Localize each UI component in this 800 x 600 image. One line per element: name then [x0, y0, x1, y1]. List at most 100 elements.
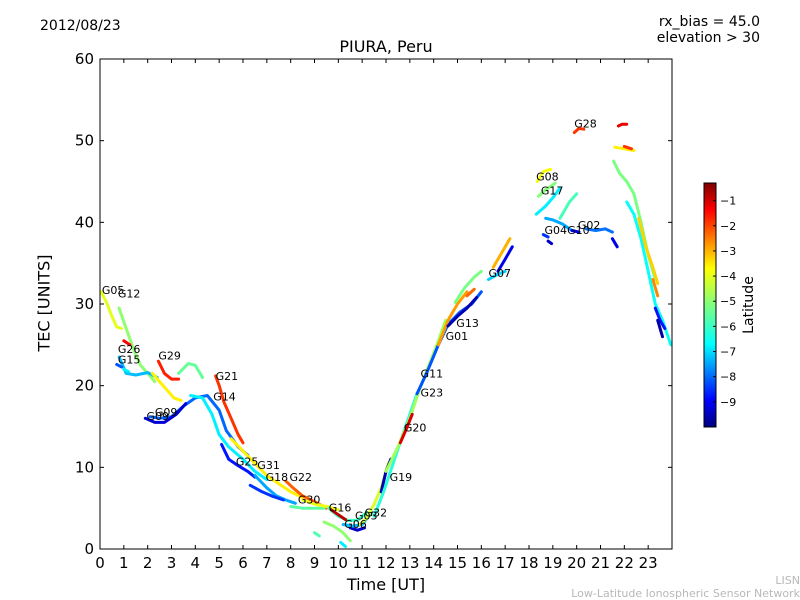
- tec-trace-4: [115, 362, 123, 369]
- satellite-label: G01: [446, 330, 469, 343]
- satellite-label: G08: [536, 171, 559, 184]
- y-tick-label: 20: [75, 377, 94, 395]
- tec-trace-12: [189, 394, 269, 482]
- tec-trace-5: [122, 367, 131, 374]
- satellite-label: G26: [118, 343, 141, 356]
- tec-trace-8: [177, 362, 204, 379]
- x-tick-label: 18: [519, 554, 538, 572]
- rx-bias-text: rx_bias = 45.0: [658, 14, 760, 30]
- tec-trace-59: [656, 318, 664, 339]
- x-tick-label: 22: [615, 554, 634, 572]
- tec-trace-43: [558, 192, 579, 220]
- tec-trace-45: [541, 233, 550, 239]
- y-tick-label: 60: [75, 50, 94, 68]
- tec-trace-25: [329, 508, 347, 522]
- x-tick-label: 4: [191, 554, 201, 572]
- colorbar-tick-label: −9: [720, 396, 736, 409]
- satellite-label: G28: [574, 118, 597, 131]
- satellite-label: G25: [236, 456, 259, 469]
- tec-trace-40: [535, 167, 552, 183]
- tec-trace-37: [487, 269, 507, 281]
- tec-trace-39: [496, 245, 514, 273]
- tec-trace-42: [534, 186, 562, 216]
- chart-title: PIURA, Peru: [339, 37, 433, 56]
- x-tick-label: 10: [329, 554, 348, 572]
- x-tick-label: 1: [119, 554, 129, 572]
- tec-trace-7: [150, 371, 183, 402]
- tec-trace-13: [220, 443, 257, 479]
- tec-trace-47: [570, 229, 581, 234]
- chart-meta: rx_bias = 45.0 elevation > 30: [657, 14, 760, 46]
- satellite-label: G30: [298, 493, 321, 506]
- satellite-label: G14: [213, 390, 236, 403]
- satellite-label: G16: [329, 501, 352, 514]
- y-tick-label: 0: [84, 540, 94, 558]
- satellite-label: G12: [118, 287, 141, 300]
- x-tick-label: 16: [472, 554, 491, 572]
- footer-credit: LISN Low-Latitude Ionospheric Sensor Net…: [571, 574, 800, 600]
- satellite-label: G18: [266, 471, 289, 484]
- tec-trace-22: [339, 541, 347, 548]
- tec-trace-49: [610, 237, 619, 249]
- satellite-label: G03: [355, 510, 378, 523]
- colorbar-tick-label: −8: [720, 371, 736, 384]
- satellite-label: G04: [544, 224, 567, 237]
- tec-trace-15: [253, 474, 297, 505]
- tec-trace-19: [301, 498, 340, 512]
- x-tick-label: 8: [286, 554, 296, 572]
- y-tick-label: 40: [75, 213, 94, 231]
- x-tick-label: 15: [448, 554, 467, 572]
- x-tick-label: 17: [496, 554, 515, 572]
- tec-trace-44: [544, 216, 574, 232]
- tec-trace-31: [398, 412, 414, 445]
- tec-trace-20: [322, 520, 352, 543]
- x-tick-label: 11: [353, 554, 372, 572]
- tec-trace-21: [313, 531, 321, 538]
- tec-trace-57: [651, 278, 660, 298]
- tec-trace-11: [143, 402, 188, 424]
- satellite-label: G06: [344, 518, 367, 531]
- colorbar-tick-label: −6: [720, 320, 736, 333]
- x-tick-label: 7: [262, 554, 272, 572]
- satellite-label: G11: [421, 368, 444, 381]
- x-tick-label: 21: [591, 554, 610, 572]
- colorbar-tick-label: −1: [720, 195, 736, 208]
- tec-trace-41: [537, 181, 557, 198]
- tec-trace-55: [625, 200, 673, 347]
- tec-trace-38: [491, 237, 512, 269]
- satellite-label: G07: [488, 267, 511, 280]
- satellite-label: G29: [158, 350, 181, 363]
- x-tick-label: 19: [543, 554, 562, 572]
- tec-trace-24: [348, 526, 366, 532]
- satellite-label: G05: [102, 284, 125, 297]
- x-tick-label: 2: [143, 554, 153, 572]
- x-tick-label: 23: [639, 554, 658, 572]
- tec-trace-6: [156, 359, 181, 381]
- elevation-text: elevation > 30: [656, 30, 760, 46]
- tec-trace-51: [616, 122, 629, 128]
- colorbar-tick-label: −7: [720, 346, 736, 359]
- colorbar-tick-label: −2: [720, 220, 736, 233]
- footer-line-2: Low-Latitude Ionospheric Sensor Network: [571, 587, 800, 600]
- x-tick-label: 13: [400, 554, 419, 572]
- x-tick-label: 12: [376, 554, 395, 572]
- tec-trace-48: [584, 227, 614, 234]
- footer-line-1: LISN: [775, 574, 800, 587]
- satellite-label: G13: [456, 317, 479, 330]
- x-tick-label: 6: [238, 554, 248, 572]
- y-tick-label: 30: [75, 295, 94, 313]
- y-tick-label: 50: [75, 132, 94, 150]
- satellite-label: G17: [541, 185, 564, 198]
- colorbar-tick-label: −3: [720, 245, 736, 258]
- satellite-label: G09: [155, 406, 178, 419]
- satellite-label: G32: [365, 506, 388, 519]
- colorbar-tick-label: −5: [720, 295, 736, 308]
- colorbar: [703, 182, 717, 428]
- tec-trace-14: [229, 437, 305, 500]
- x-tick-label: 3: [167, 554, 177, 572]
- x-tick-label: 20: [567, 554, 586, 572]
- satellite-label: G10: [567, 224, 590, 237]
- colorbar-tick-label: −4: [720, 270, 736, 283]
- satellite-label: G19: [390, 471, 413, 484]
- tec-trace-9: [214, 374, 245, 445]
